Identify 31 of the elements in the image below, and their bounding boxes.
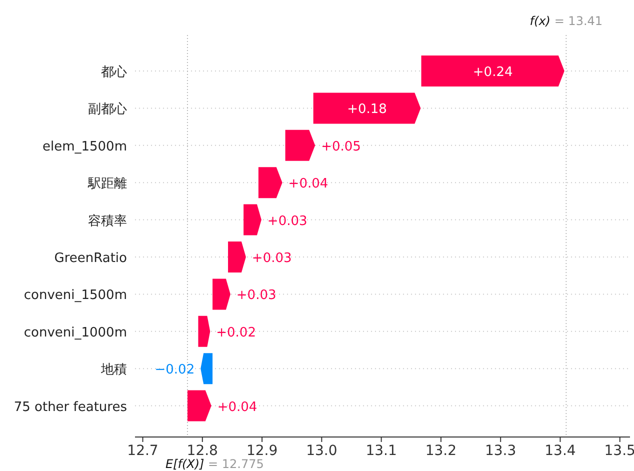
x-tick-label: 13.3 <box>485 443 516 459</box>
ref-line-label: E[f(X)] = 12.775 <box>165 457 264 471</box>
x-tick-label: 13.5 <box>604 443 634 459</box>
y-tick-label: conveni_1500m <box>24 288 127 304</box>
y-tick-label: conveni_1000m <box>24 325 127 340</box>
data-label: +0.05 <box>321 139 361 154</box>
x-tick-label: 13.1 <box>366 443 397 459</box>
y-tick-label: elem_1500m <box>42 139 127 154</box>
y-tick-label: 駅距離 <box>87 176 127 192</box>
y-tick-label: 都心 <box>101 64 127 80</box>
data-label: +0.24 <box>472 65 513 80</box>
data-label: +0.03 <box>236 288 276 304</box>
y-tick-label: 容積率 <box>88 212 127 229</box>
x-tick-label: 12.8 <box>186 443 218 459</box>
data-label: +0.03 <box>267 214 308 229</box>
x-tick-label: 12.9 <box>246 443 278 459</box>
y-tick-label: GreenRatio <box>54 251 128 266</box>
x-tick-label: 13.4 <box>544 443 576 459</box>
x-tick-label: 12.7 <box>127 443 158 459</box>
x-tick-label: 13.0 <box>306 443 338 459</box>
data-label: +0.18 <box>347 102 387 118</box>
data-label: +0.03 <box>252 251 292 266</box>
x-tick-label: 13.2 <box>425 443 457 459</box>
ref-line-label: f(x) = 13.41 <box>530 14 603 28</box>
data-label: +0.04 <box>288 176 328 192</box>
data-label: +0.02 <box>216 325 256 340</box>
y-tick-label: 75 other features <box>14 400 128 415</box>
data-label: −0.02 <box>154 362 195 378</box>
y-tick-label: 地積 <box>100 362 127 378</box>
data-label: +0.04 <box>217 400 258 415</box>
y-tick-label: 副都心 <box>88 101 127 118</box>
